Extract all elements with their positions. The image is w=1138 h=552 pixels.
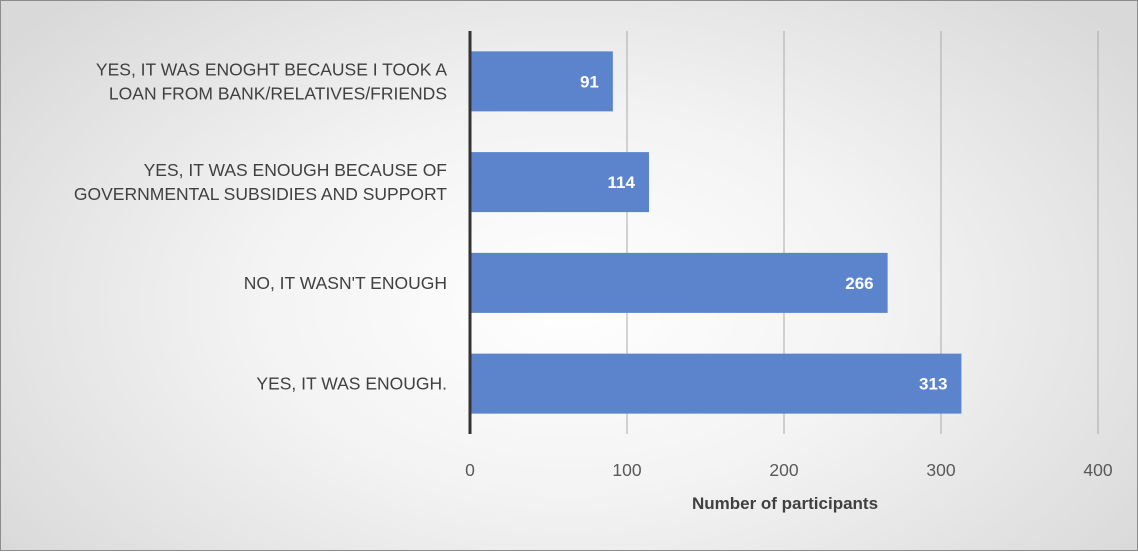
bar bbox=[470, 152, 649, 213]
data-label: 313 bbox=[919, 375, 947, 394]
x-tick-label: 200 bbox=[769, 460, 798, 480]
data-label: 114 bbox=[608, 173, 636, 192]
axes: 0 100 200 300 400 YES, IT WAS ENOGHT BECAUSE … bbox=[74, 31, 1113, 480]
category-label: YES, IT WAS ENOUGH BECAUSE OF GOVERNMENTA… bbox=[74, 160, 447, 204]
category-label: YES, IT WAS ENOUGH. bbox=[256, 374, 447, 394]
category-label: YES, IT WAS ENOGHT BECAUSE I TOOK A LOAN … bbox=[96, 59, 447, 103]
x-tick-label: 100 bbox=[612, 460, 641, 480]
x-tick-label: 0 bbox=[465, 460, 475, 480]
x-tick-label: 300 bbox=[926, 460, 955, 480]
bar bbox=[470, 252, 888, 313]
category-label: NO, IT WASN'T ENOUGH bbox=[244, 273, 447, 293]
bar bbox=[470, 51, 613, 112]
x-tick-label: 400 bbox=[1083, 460, 1112, 480]
x-axis-title: Number of participants bbox=[692, 494, 878, 513]
data-label: 266 bbox=[845, 274, 873, 293]
data-label: 91 bbox=[580, 72, 599, 91]
bar bbox=[470, 353, 962, 414]
bars: 91 114 266 313 bbox=[470, 51, 962, 414]
